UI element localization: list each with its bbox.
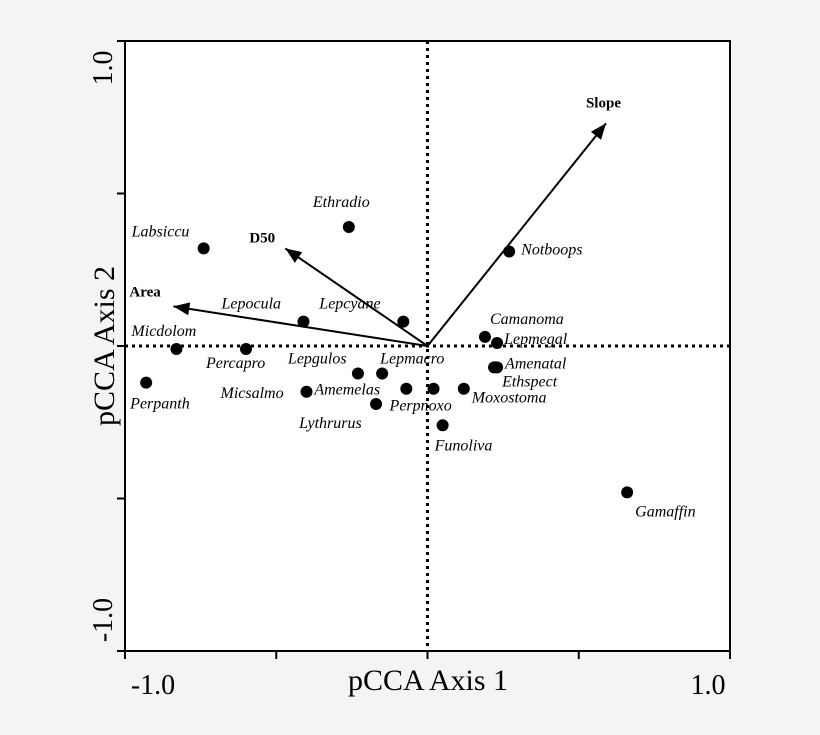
species-label-perpnoxo: Perpnoxo	[389, 398, 452, 415]
vector-line-slope	[426, 122, 607, 347]
species-label-percapro: Percapro	[205, 355, 265, 372]
species-point-perpanth	[140, 376, 153, 389]
species-points: Ethradio Labsiccu Notboops Lepocula Lepcyane…	[129, 194, 695, 520]
species-point-amemelas	[400, 382, 413, 395]
species-label-amenatal: Amenatal	[504, 355, 567, 372]
species-label-camanoma: Camanoma	[490, 311, 564, 328]
species-point-percapro	[240, 343, 252, 356]
species-label-lepmegal: Lepmegal	[503, 331, 568, 348]
vector-arrowhead-area	[173, 302, 191, 316]
species-label-gamaffin: Gamaffin	[635, 503, 695, 520]
species-point-lepcyane	[397, 315, 410, 328]
species-label-moxostoma: Moxostoma	[471, 390, 547, 407]
species-label-perpanth: Perpanth	[129, 396, 190, 413]
species-label-lythrurus: Lythrurus	[298, 415, 362, 432]
vector-arrowhead-slope	[590, 123, 606, 140]
species-label-micsalmo: Micsalmo	[220, 385, 284, 402]
species-point-ethradio	[342, 221, 355, 234]
species-point-micdolom	[170, 343, 183, 356]
y-tick-label-min: -1.0	[88, 598, 119, 642]
species-point-camanoma	[478, 330, 491, 343]
species-point-lepocula	[297, 315, 310, 328]
species-point-funoliva	[436, 419, 449, 432]
species-point-moxostoma	[457, 382, 470, 395]
species-label-ethspect: Ethspect	[501, 373, 558, 390]
species-label-lepmacro: Lepmacro	[379, 350, 444, 367]
y-tick-label-max: 1.0	[88, 51, 119, 86]
species-label-amemelas: Amemelas	[313, 382, 380, 399]
species-point-lythrurus	[370, 397, 383, 410]
vector-arrowhead-d50	[285, 248, 303, 263]
y-axis-title: pCCA Axis 2	[88, 266, 121, 426]
vector-label-slope: Slope	[586, 95, 621, 111]
x-axis-title: pCCA Axis 1	[348, 664, 508, 697]
vector-label-d50: D50	[249, 230, 275, 246]
species-point-perpnoxo	[427, 382, 440, 395]
axis-ticks	[117, 40, 731, 659]
species-label-lepgulos: Lepgulos	[287, 350, 347, 367]
species-point-gamaffin	[621, 486, 634, 499]
species-label-lepcyane: Lepcyane	[318, 296, 380, 313]
species-label-ethradio: Ethradio	[312, 194, 370, 211]
species-point-ethspect	[491, 361, 504, 374]
species-point-labsiccu	[197, 242, 210, 255]
species-point-lepmacro	[376, 367, 389, 380]
species-point-lepmegal	[491, 336, 504, 349]
species-label-notboops: Notboops	[520, 241, 582, 258]
species-label-micdolom: Micdolom	[130, 323, 196, 340]
species-point-notboops	[503, 245, 516, 258]
x-tick-label-min: -1.0	[131, 670, 175, 701]
vector-label-area: Area	[129, 284, 161, 300]
x-tick-label-max: 1.0	[691, 670, 726, 701]
species-point-micsalmo	[300, 385, 313, 398]
species-label-labsiccu: Labsiccu	[131, 223, 190, 240]
species-label-funoliva: Funoliva	[434, 437, 493, 454]
species-point-lepgulos	[351, 367, 364, 380]
vector-line-d50	[284, 247, 429, 347]
species-label-lepocula: Lepocula	[220, 296, 281, 313]
